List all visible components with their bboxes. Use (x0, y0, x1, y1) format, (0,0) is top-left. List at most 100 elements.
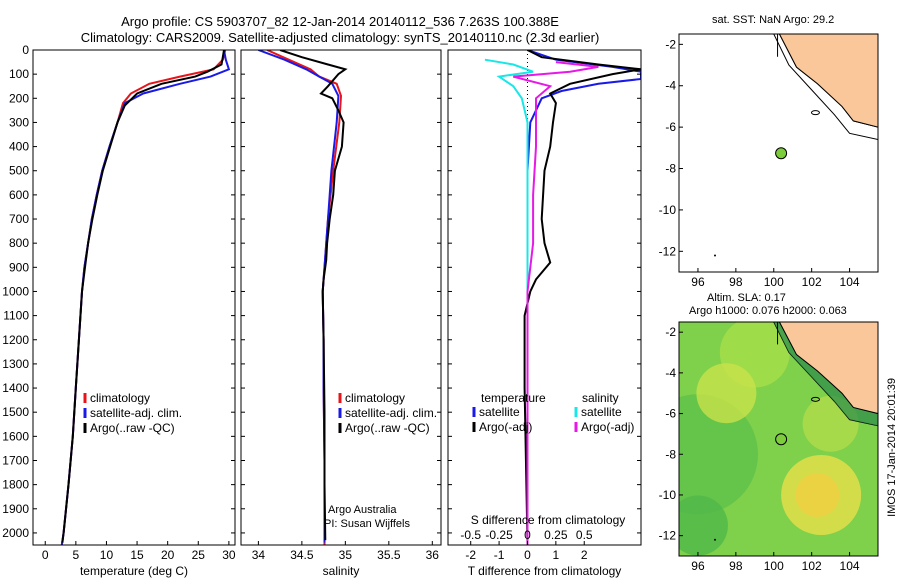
series-line-satellite-adj-clim- (60, 50, 231, 545)
map-x-tick-label: 96 (691, 275, 705, 289)
x-tick-label: 1 (553, 548, 560, 562)
top-axis-label: S difference from climatology (471, 513, 626, 527)
x-tick-label: 2 (581, 548, 588, 562)
map-x-tick-label: 104 (840, 559, 860, 573)
series-line-satellite-adj-clim- (258, 50, 340, 543)
x-tick-label: 5 (73, 548, 80, 562)
y-tick-label: 1100 (3, 309, 29, 323)
map-frame (678, 33, 879, 273)
y-tick-label: 100 (9, 67, 29, 81)
x-tick-label: 36 (426, 548, 440, 562)
salinity-legend-label: climatology (345, 391, 405, 405)
y-tick-label: 1900 (2, 502, 29, 516)
y-tick-label: 200 (9, 91, 29, 105)
map-y-tick-label: -8 (665, 162, 676, 176)
x-tick-label: 10 (100, 548, 114, 562)
map-panel-1: 96 98 100 102 104 -2 -4 -6 -8 -10 -12 (659, 321, 879, 573)
profile-panel-salinity: 34 34.5 35 35.5 36 salinity (240, 49, 442, 578)
x-tick-label: 30 (222, 548, 236, 562)
map-x-tick-label: 102 (802, 559, 822, 573)
sla-anomaly-blob (795, 472, 840, 517)
x-tick-label: 34 (252, 548, 266, 562)
y-tick-label: 1300 (2, 357, 29, 371)
x-tick-label: 35.5 (377, 548, 401, 562)
y-tick-label: 600 (9, 188, 29, 202)
argo-location-marker (775, 147, 788, 160)
island-enggano (810, 396, 820, 402)
salinity-legend-label: Argo(..raw -QC) (345, 421, 430, 435)
top-x-tick-label: 0 (524, 528, 531, 542)
y-tick-label: 400 (9, 140, 29, 154)
diff-salinity-legend-label: satellite (581, 405, 622, 419)
salinity-legend-label: satellite-adj. clim. (345, 406, 437, 420)
x-tick-label: -2 (465, 548, 476, 562)
x-tick-label: -1 (494, 548, 505, 562)
top-x-tick-label: 0.5 (576, 528, 593, 542)
y-tick-label: 1400 (2, 381, 29, 395)
island-enggano (810, 110, 820, 116)
land-polygon-top (778, 322, 878, 415)
island-cocos (714, 254, 717, 257)
map-sla-title-line-1: Altim. SLA: 0.17 (707, 292, 786, 304)
map-x-tick-label: 98 (729, 275, 743, 289)
series-line-climatology (266, 50, 343, 545)
series-line-salinity-satellite (484, 58, 534, 545)
panel-frame (32, 49, 236, 546)
y-tick-label: 1600 (2, 429, 29, 443)
map-y-tick-label: -10 (659, 488, 677, 502)
map-y-tick-label: -4 (665, 366, 676, 380)
map-sla-title-line-2: Argo h1000: 0.076 h2000: 0.063 (689, 305, 847, 317)
x-tick-label: 20 (161, 548, 175, 562)
series-line-temperature-argo-adj- (523, 50, 641, 545)
x-axis-label: salinity (323, 564, 360, 578)
sla-anomaly-blob (679, 495, 728, 556)
map-x-tick-label: 98 (729, 559, 743, 573)
y-tick-label: 2000 (2, 526, 29, 540)
temperature-legend-label: satellite-adj. clim. (90, 406, 182, 420)
y-tick-label: 1700 (2, 453, 29, 467)
figure-title-line-1: Argo profile: CS 5903707_82 12-Jan-2014 … (121, 14, 559, 29)
map-y-tick-label: -6 (665, 407, 676, 421)
y-tick-label: 1200 (2, 333, 29, 347)
y-tick-label: 1000 (2, 284, 29, 298)
panel-frame (240, 49, 442, 546)
top-x-tick-label: -0.25 (485, 528, 513, 542)
diff-legend-header-temperature: temperature (481, 391, 546, 405)
x-axis-label: T difference from climatology (468, 564, 622, 578)
temperature-legend-label: Argo(..raw -QC) (90, 421, 175, 435)
temperature-legend-label: climatology (90, 391, 150, 405)
map-y-tick-label: -4 (665, 79, 676, 93)
annotation-line-1: Argo Australia (328, 504, 397, 516)
map-y-tick-label: -10 (659, 203, 677, 217)
map-y-tick-label: -12 (659, 529, 677, 543)
profile-panel-differences: -2 -1 0 1 2 T difference from climatology (447, 49, 642, 578)
map-x-tick-label: 100 (764, 275, 784, 289)
map-frame (678, 321, 879, 557)
annotation-line-2: PI: Susan Wijffels (324, 518, 410, 530)
sla-anomaly-blob (679, 394, 758, 515)
profile-panel-temperature: 0 5 10 15 20 25 30 temperature (deg C) (32, 49, 236, 578)
x-tick-label: 0 (42, 548, 49, 562)
top-x-tick-label: 0.25 (544, 528, 568, 542)
figure-title-line-2: Climatology: CARS2009. Satellite-adjuste… (80, 30, 600, 45)
series-line-salinity-argo-adj- (513, 61, 599, 545)
x-tick-label: 25 (192, 548, 206, 562)
y-tick-label: 1500 (2, 405, 29, 419)
panel-frame (447, 49, 642, 546)
shelf-contour (773, 34, 878, 141)
sla-anomaly-blob (696, 363, 757, 424)
map-y-tick-label: -8 (665, 447, 676, 461)
x-tick-label: 0 (524, 548, 531, 562)
map-content (714, 34, 878, 257)
map-x-tick-label: 100 (764, 559, 784, 573)
diff-salinity-legend-label: Argo(-adj) (581, 420, 634, 434)
series-line-argo-raw-qc- (279, 50, 348, 541)
y-tick-label: 500 (9, 164, 29, 178)
top-x-tick-label: -0.5 (460, 528, 481, 542)
map-x-tick-label: 104 (840, 275, 860, 289)
x-tick-label: 35 (339, 548, 353, 562)
map-x-tick-label: 102 (802, 275, 822, 289)
series-line-climatology (60, 50, 227, 545)
diff-temperature-legend-label: satellite (479, 405, 520, 419)
